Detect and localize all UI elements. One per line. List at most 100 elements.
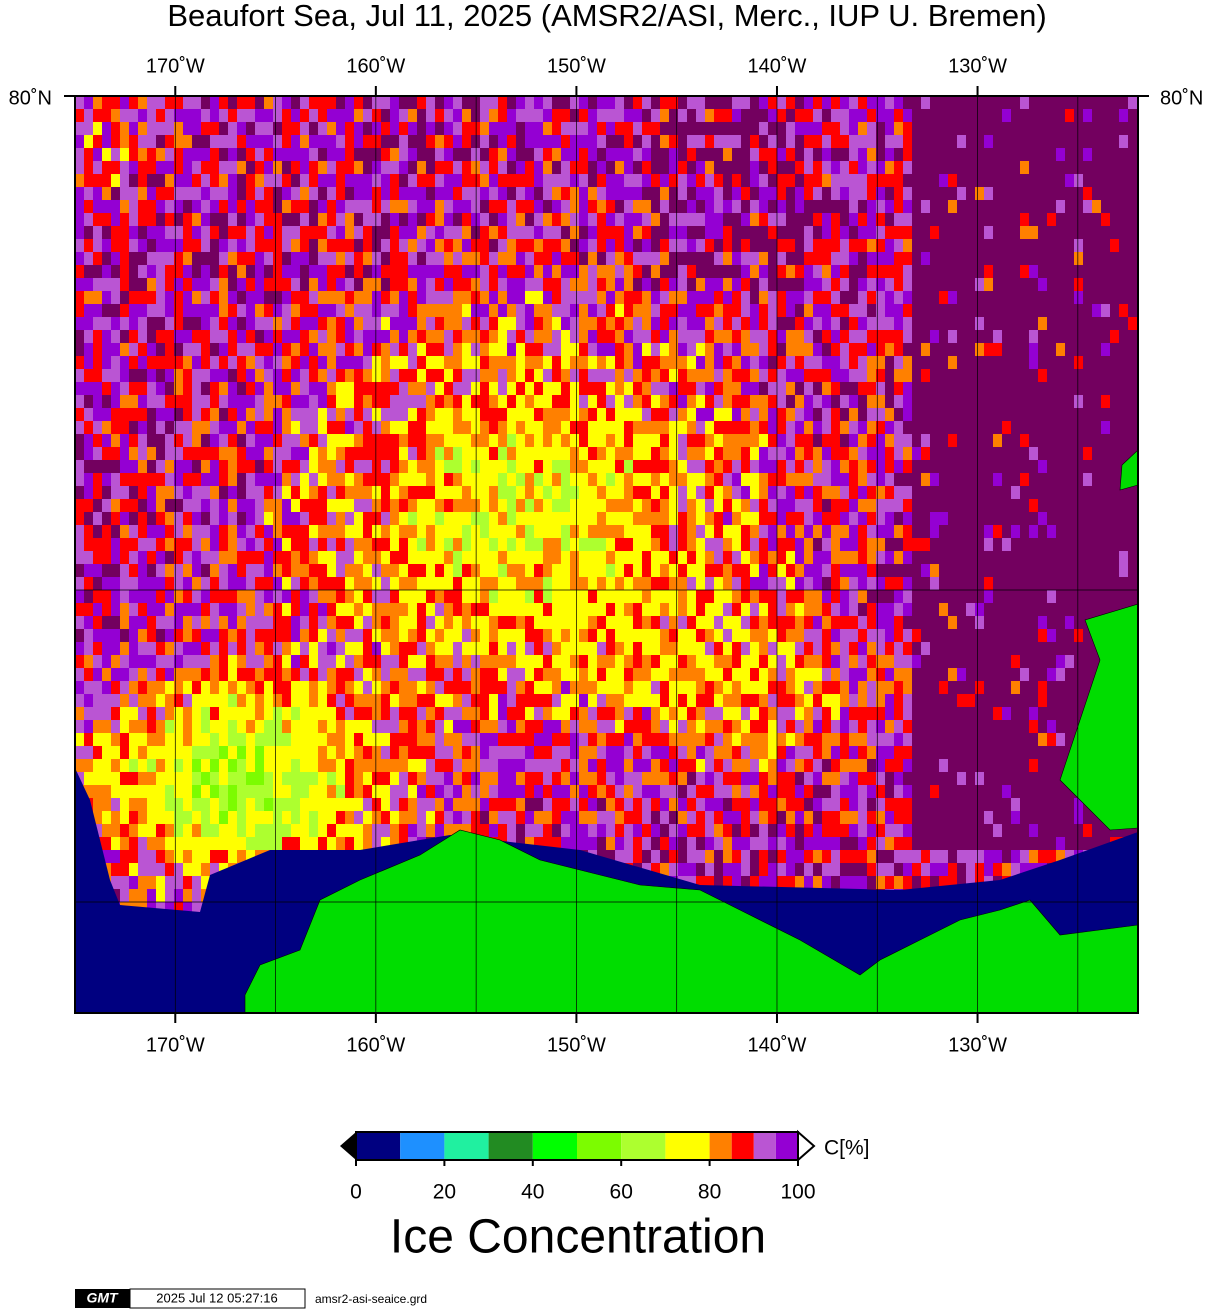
ice-cell xyxy=(480,200,490,214)
ice-cell xyxy=(165,330,175,344)
ice-cell xyxy=(354,382,364,396)
ice-cell xyxy=(84,473,94,487)
ice-cell xyxy=(417,200,427,214)
ice-cell xyxy=(255,252,265,266)
ice-cell xyxy=(687,486,697,500)
ice-cell xyxy=(228,720,238,734)
ice-cell xyxy=(678,525,688,539)
ice-cell xyxy=(444,161,454,175)
ice-cell xyxy=(318,421,328,435)
ice-cell xyxy=(246,590,256,604)
ice-cell xyxy=(201,434,211,448)
ice-cell xyxy=(480,694,490,708)
ice-cell xyxy=(237,616,247,630)
ice-cell xyxy=(210,239,220,253)
ice-cell xyxy=(372,668,382,682)
ice-cell xyxy=(669,213,679,227)
ice-cell xyxy=(489,655,499,669)
ice-cell xyxy=(327,642,337,656)
ice-cell xyxy=(597,226,607,240)
ice-cell xyxy=(354,395,364,409)
ice-cell xyxy=(363,395,373,409)
ice-cell xyxy=(633,317,643,331)
ice-cell xyxy=(597,369,607,383)
ice-cell xyxy=(417,499,427,513)
ice-cell xyxy=(399,746,409,760)
ice-cell xyxy=(327,694,337,708)
ice-cell xyxy=(606,577,616,591)
ice-cell xyxy=(471,486,481,500)
ice-cell xyxy=(183,265,193,279)
ice-cell xyxy=(642,356,652,370)
ice-cell xyxy=(543,239,553,253)
ice-cell xyxy=(381,694,391,708)
ice-cell xyxy=(318,824,328,838)
ice-cell xyxy=(579,590,589,604)
ice-cell xyxy=(669,642,679,656)
ice-cell xyxy=(534,330,544,344)
ice-cell xyxy=(669,525,679,539)
ice-cell xyxy=(354,733,364,747)
ice-cell xyxy=(417,343,427,357)
ice-cell xyxy=(426,629,436,643)
ice-cell xyxy=(453,707,463,721)
ice-cell xyxy=(696,343,706,357)
ice-cell xyxy=(678,837,688,851)
ice-cell xyxy=(174,733,184,747)
ice-cell xyxy=(426,239,436,253)
ice-cell xyxy=(651,616,661,630)
ice-cell xyxy=(516,551,526,565)
ice-cell xyxy=(120,499,130,513)
ice-cell xyxy=(651,850,661,864)
ice-cell xyxy=(480,265,490,279)
ice-cell xyxy=(570,96,580,110)
ice-cell xyxy=(147,850,157,864)
ice-cell xyxy=(516,564,526,578)
ice-cell xyxy=(525,603,535,617)
ice-cell xyxy=(156,616,166,630)
ice-cell xyxy=(129,408,139,422)
ice-cell xyxy=(174,239,184,253)
ice-cell xyxy=(255,265,265,279)
ice-cell xyxy=(525,434,535,448)
ice-cell xyxy=(273,538,283,552)
ice-cell xyxy=(111,525,121,539)
ice-cell xyxy=(561,304,571,318)
ice-cell xyxy=(669,603,679,617)
ice-cell xyxy=(183,525,193,539)
ice-cell xyxy=(354,408,364,422)
ice-cell xyxy=(651,161,661,175)
ice-cell xyxy=(237,681,247,695)
ice-cell xyxy=(426,408,436,422)
ice-cell xyxy=(435,109,445,123)
ice-cell xyxy=(282,603,292,617)
ice-cell xyxy=(570,564,580,578)
ice-cell xyxy=(165,811,175,825)
ice-cell xyxy=(525,200,535,214)
ice-cell xyxy=(705,148,715,162)
ice-cell xyxy=(282,772,292,786)
ice-cell xyxy=(615,538,625,552)
ice-cell xyxy=(300,239,310,253)
ice-cell xyxy=(525,746,535,760)
ice-cell xyxy=(642,304,652,318)
ice-cell xyxy=(579,317,589,331)
ice-cell xyxy=(156,512,166,526)
ice-cell xyxy=(552,759,562,773)
ice-cell xyxy=(408,395,418,409)
ice-cell xyxy=(624,499,634,513)
ice-cell xyxy=(174,278,184,292)
ice-cell xyxy=(453,265,463,279)
ice-cell xyxy=(696,785,706,799)
ice-cell xyxy=(156,577,166,591)
ice-cell xyxy=(606,512,616,526)
ice-cell xyxy=(696,616,706,630)
ice-cell xyxy=(138,304,148,318)
ice-cell xyxy=(210,707,220,721)
ice-cell xyxy=(363,655,373,669)
ice-cell xyxy=(237,148,247,162)
ice-cell xyxy=(120,421,130,435)
ice-cell xyxy=(138,135,148,149)
ice-cell xyxy=(201,837,211,851)
